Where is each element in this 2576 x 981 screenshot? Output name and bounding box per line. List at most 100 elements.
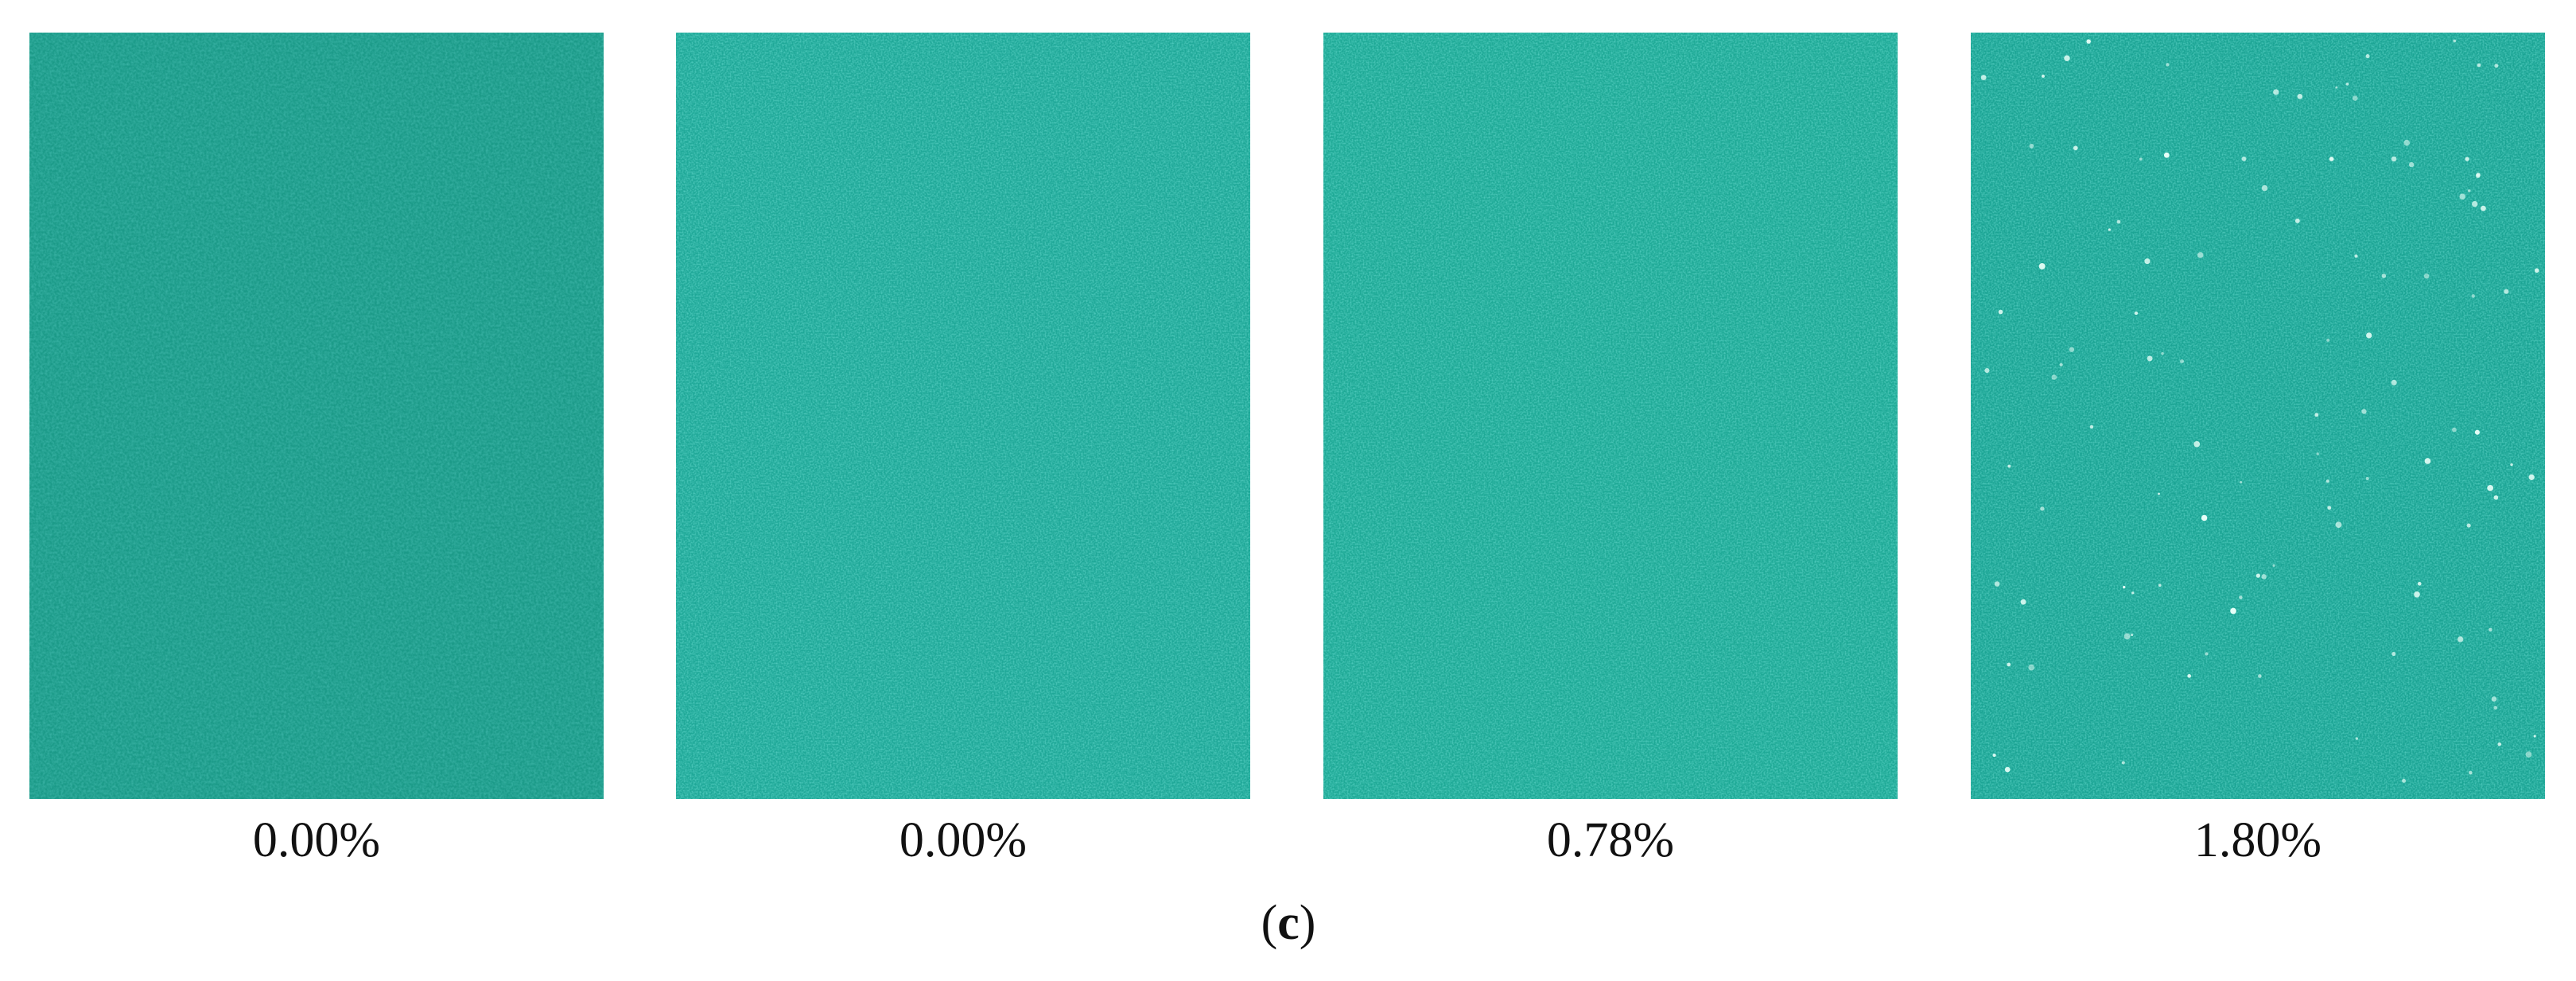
sample-speck	[2241, 156, 2247, 161]
sample-speck	[2452, 427, 2457, 432]
sample-speck	[2161, 352, 2164, 355]
sample-speck	[2139, 157, 2143, 161]
sample-speck	[2147, 355, 2153, 362]
sample-speck	[2326, 338, 2330, 342]
sample-speck	[2365, 476, 2369, 481]
sample-speck	[2007, 464, 2011, 468]
sample-speck	[2491, 696, 2497, 702]
sample-speck	[2453, 39, 2457, 43]
sample-speck	[2205, 652, 2209, 656]
sample-speck	[2345, 82, 2349, 86]
sample-speck	[2528, 474, 2535, 480]
sample-label: 1.80%	[2194, 813, 2322, 867]
sample-speck	[2493, 705, 2498, 710]
sample-speck	[2069, 347, 2075, 352]
caption-open: (	[1261, 896, 1278, 950]
sample-label: 0.78%	[1547, 813, 1674, 867]
sample-speck	[2477, 63, 2481, 68]
sample-texture	[676, 33, 1250, 799]
sample-speck	[2497, 742, 2502, 746]
sample-speck	[2273, 89, 2279, 95]
sample-speck	[2163, 152, 2170, 158]
sample-speck	[2166, 63, 2170, 67]
sample-speck	[2144, 258, 2151, 265]
sample-speck	[2201, 514, 2208, 522]
sample-panel: 1.80%	[1971, 33, 2545, 867]
sample-texture	[1323, 33, 1898, 799]
sample-speck	[2487, 484, 2494, 491]
sample-speck	[2355, 737, 2359, 740]
sample-speck	[2064, 55, 2070, 61]
sample-speck	[2157, 492, 2161, 495]
sample-speck	[2391, 156, 2397, 162]
sample-speck	[2402, 778, 2407, 783]
sample-speck	[2297, 94, 2303, 99]
sample-speck	[2408, 161, 2415, 168]
sample-speck	[2051, 374, 2057, 380]
sample-speck	[2480, 205, 2486, 211]
sample-speck	[2028, 664, 2035, 671]
sample-speck	[2534, 268, 2539, 273]
sample-speck	[2391, 652, 2396, 657]
sample-speck	[2314, 413, 2319, 417]
sample-speck	[2457, 636, 2464, 642]
sample-speck	[1992, 753, 1996, 758]
sample-speck	[2123, 585, 2126, 589]
sample-speck	[2361, 409, 2367, 414]
sample-speck	[2004, 766, 2011, 773]
sample-speck	[2466, 523, 2471, 528]
sample-speck	[1994, 581, 2000, 587]
sample-label: 0.00%	[253, 813, 380, 867]
sample-speck	[2352, 95, 2358, 101]
sample-speck	[2121, 761, 2125, 765]
sample-speck	[2230, 607, 2236, 615]
sample-speck	[2179, 359, 2185, 364]
sample-speck	[2459, 193, 2466, 200]
sample-speck	[2354, 254, 2358, 258]
sample-speck	[2381, 273, 2387, 278]
sample-speck	[2007, 662, 2011, 667]
sample-speck	[2131, 591, 2135, 595]
sample-speck	[2193, 440, 2201, 448]
sample-speck	[2489, 627, 2492, 632]
sample-speck	[2258, 674, 2262, 678]
sample-speck	[2417, 581, 2422, 586]
panels: 0.00% 0.00% 0.78% 1.80%	[29, 33, 2545, 867]
sample-speck	[2365, 54, 2370, 59]
sample-speck	[1998, 309, 2003, 315]
sample-speck	[2494, 64, 2499, 68]
sample-speck	[2020, 599, 2026, 605]
sample-speck	[2123, 633, 2131, 640]
sample-speck	[2040, 506, 2045, 511]
sample-speck	[1984, 367, 1990, 374]
sample-speck	[2474, 429, 2480, 435]
sample-speck	[2134, 311, 2139, 316]
sample-speck	[2073, 145, 2078, 151]
sample-speck	[2533, 735, 2536, 738]
sample-speck	[2525, 751, 2532, 758]
sample-texture	[29, 33, 604, 799]
sample-speck	[2131, 633, 2134, 637]
sample-panel: 0.78%	[1323, 33, 1898, 867]
sample-speck	[2476, 173, 2481, 177]
sample-speck	[2158, 584, 2162, 587]
sample-speck	[2335, 86, 2338, 89]
sample-speck	[2472, 200, 2478, 207]
sample-speck	[2493, 495, 2499, 500]
sample-speck	[1980, 75, 1987, 80]
sample-speck	[2187, 673, 2192, 678]
sample-speck	[2423, 273, 2430, 279]
sample-speck	[2391, 379, 2397, 386]
sample-speck	[2041, 74, 2046, 78]
sample-texture	[1971, 33, 2545, 799]
sample-speck	[2059, 363, 2063, 366]
sample-speck	[2403, 139, 2411, 146]
sample-speck	[2469, 770, 2473, 775]
sample-speck	[2116, 219, 2121, 224]
sample-speck	[2424, 458, 2431, 464]
sample-speck	[2316, 452, 2319, 456]
sample-speck	[2325, 479, 2329, 483]
sample-speck	[2335, 522, 2342, 529]
sample-speck	[2255, 573, 2260, 578]
sample-speck	[2239, 595, 2243, 599]
